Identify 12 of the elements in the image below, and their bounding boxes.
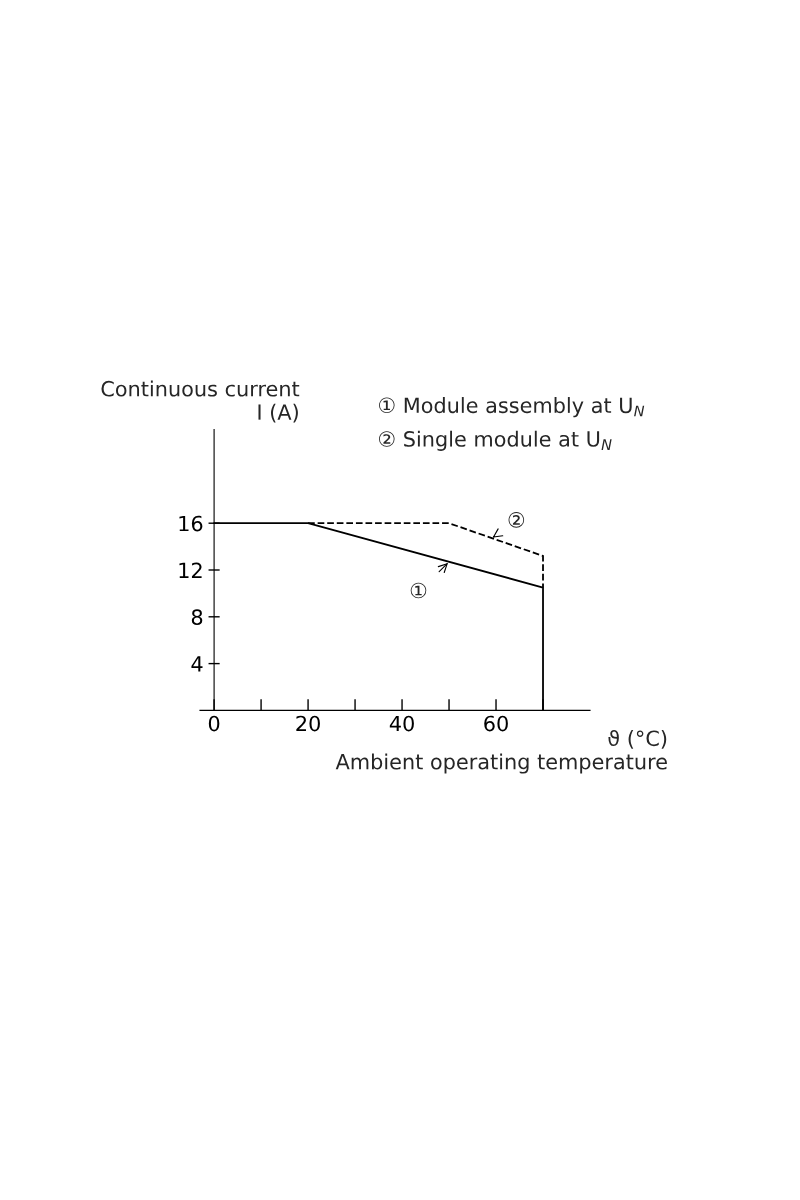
y-axis-title: Continuous current I (A)	[101, 380, 300, 423]
annotation: ①	[410, 582, 427, 599]
y-tick-label: 4	[191, 656, 203, 672]
y-tick-label: 12	[179, 562, 202, 578]
annotation: ② Single module at U$_{N}$	[379, 430, 612, 451]
annotation: ②	[508, 512, 525, 528]
text: ① Module assembly at U$_{N}$	[379, 397, 645, 418]
x-tick-label: 0	[208, 715, 220, 732]
x-tick-label: 60	[484, 715, 508, 732]
x-tick-label: 20	[296, 715, 320, 732]
y-tick-label: 8	[191, 609, 203, 626]
y-tick-label: 16	[179, 515, 203, 532]
